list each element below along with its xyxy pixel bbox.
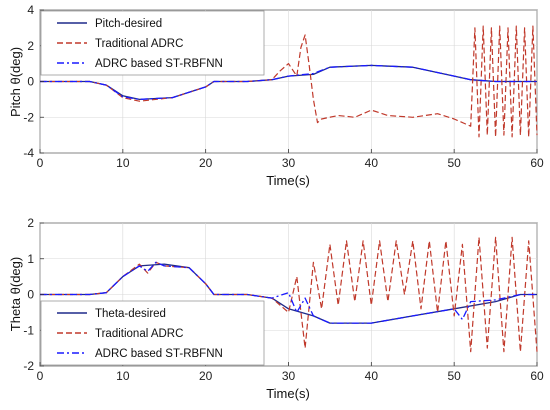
theta-series-stadrc [40,261,537,324]
theta-xlabel: Time(s) [266,386,310,401]
theta-series-group [40,236,538,353]
y-tick-label: 0 [27,75,34,89]
x-tick-label: 60 [530,156,544,170]
x-tick-label: 20 [199,369,213,383]
theta-xticks: 0 10 20 30 40 50 60 [37,362,544,383]
x-tick-label: 0 [37,369,44,383]
pitch-legend: Pitch-desired Traditional ADRC ADRC based … [40,10,265,76]
x-tick-label: 30 [282,369,296,383]
y-tick-label: 1 [27,252,34,266]
theta-legend: Theta-desired Traditional ADRC ADRC based … [40,300,265,366]
x-tick-label: 20 [199,156,213,170]
legend-label-traditional: Traditional ADRC [95,328,183,340]
y-tick-label: -2 [23,359,34,373]
x-tick-label: 30 [282,156,296,170]
y-tick-label: 2 [27,39,34,53]
pitch-panel: 0 10 20 30 40 50 60 420-2-4 Time(s) Pitch θ(de… [8,3,544,188]
x-tick-label: 40 [365,369,379,383]
x-tick-label: 40 [365,156,379,170]
legend-label-desired: Pitch-desired [95,18,162,30]
y-tick-label: -4 [23,146,34,160]
y-tick-label: -2 [23,110,34,124]
legend-label-traditional: Traditional ADRC [95,38,183,50]
x-tick-label: 0 [37,156,44,170]
x-tick-label: 50 [447,156,461,170]
pitch-series-group [40,25,538,138]
legend-label-desired: Theta-desired [95,308,166,320]
theta-series-traditional [40,236,538,353]
x-tick-label: 10 [116,156,130,170]
pitch-xlabel: Time(s) [266,173,310,188]
legend-label-stadrc: ADRC based ST-RBFNN [95,348,223,360]
y-tick-label: -1 [23,323,34,337]
y-tick-label: 2 [27,216,34,230]
pitch-series-stadrc [40,64,537,101]
y-tick-label: 4 [27,3,34,17]
theta-panel: 0 10 20 30 40 50 60 210-1-2 Time(s) Theta θ(de… [8,216,544,401]
x-tick-label: 60 [530,369,544,383]
pitch-xticks: 0 10 20 30 40 50 60 [37,149,544,170]
pitch-ylabel: Pitch θ(deg) [8,47,23,117]
theta-ylabel: Theta θ(deg) [8,257,23,331]
x-tick-label: 10 [116,369,130,383]
y-tick-label: 0 [27,288,34,302]
legend-label-stadrc: ADRC based ST-RBFNN [95,58,223,70]
x-tick-label: 50 [447,369,461,383]
